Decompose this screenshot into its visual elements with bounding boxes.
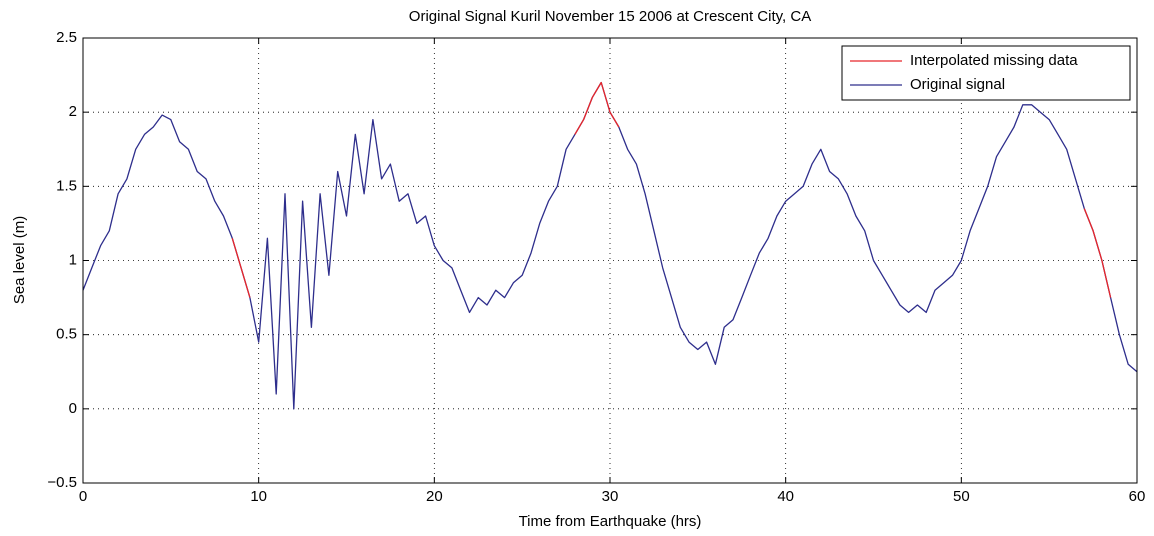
legend-box	[841, 45, 1131, 101]
y-tick-label: −0.5	[47, 474, 77, 491]
data-line	[82, 81, 1138, 410]
x-tick-label: 10	[250, 488, 267, 505]
data-line	[231, 81, 1112, 298]
y-tick-label: 1	[69, 251, 77, 268]
y-tick-label: 2	[69, 103, 77, 120]
plot-frame	[82, 37, 1138, 484]
y-tick-label: 2.5	[56, 29, 77, 46]
x-tick-label: 60	[1129, 488, 1146, 505]
y-tick-label: 0.5	[56, 326, 77, 343]
x-tick-label: 30	[602, 488, 619, 505]
x-tick-label: 50	[953, 488, 970, 505]
y-tick-label: 0	[69, 400, 77, 417]
y-tick-label: 1.5	[56, 177, 77, 194]
legend-label: Interpolated missing data	[910, 52, 1078, 69]
x-tick-label: 40	[777, 488, 794, 505]
chart-title: Original Signal Kuril November 15 2006 a…	[409, 8, 811, 25]
x-axis-label: Time from Earthquake (hrs)	[519, 513, 702, 530]
x-tick-label: 0	[79, 488, 87, 505]
x-tick-label: 20	[426, 488, 443, 505]
legend-label: Original signal	[910, 76, 1005, 93]
y-axis-label: Sea level (m)	[11, 216, 28, 304]
